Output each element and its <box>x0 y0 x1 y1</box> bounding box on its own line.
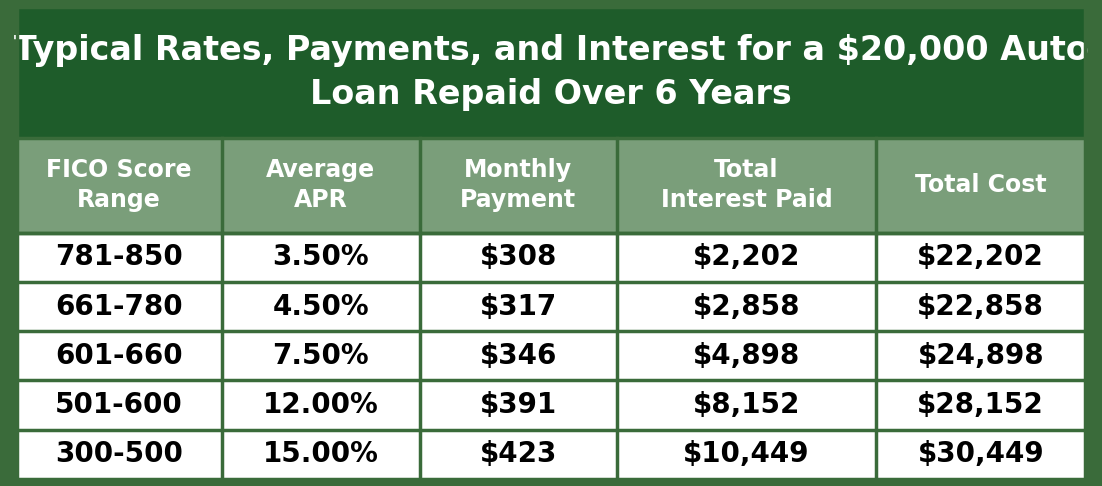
Bar <box>17 381 222 430</box>
Bar <box>420 233 617 282</box>
Bar <box>420 381 617 430</box>
Text: 7.50%: 7.50% <box>272 342 369 370</box>
Text: Total
Interest Paid: Total Interest Paid <box>661 158 832 212</box>
Text: 781-850: 781-850 <box>55 243 183 271</box>
Text: $24,898: $24,898 <box>917 342 1044 370</box>
Bar <box>617 282 876 331</box>
Bar <box>17 138 222 233</box>
Text: $2,202: $2,202 <box>693 243 800 271</box>
Text: 501-600: 501-600 <box>55 391 183 419</box>
Text: $317: $317 <box>479 293 557 321</box>
Bar <box>17 430 222 479</box>
Bar <box>17 331 222 381</box>
Text: Monthly
Payment: Monthly Payment <box>461 158 576 212</box>
Bar <box>617 381 876 430</box>
Text: $308: $308 <box>479 243 558 271</box>
Text: $4,898: $4,898 <box>693 342 800 370</box>
Bar <box>222 138 420 233</box>
Bar <box>876 282 1085 331</box>
Text: 601-660: 601-660 <box>55 342 183 370</box>
Bar <box>617 233 876 282</box>
Bar <box>876 381 1085 430</box>
Text: Total Cost: Total Cost <box>915 173 1047 197</box>
Text: Typical Rates, Payments, and Interest for a $20,000 Auto
Loan Repaid Over 6 Year: Typical Rates, Payments, and Interest fo… <box>13 34 1089 111</box>
Bar <box>222 282 420 331</box>
Bar <box>617 138 876 233</box>
Bar <box>17 233 222 282</box>
Bar <box>876 233 1085 282</box>
Bar <box>876 331 1085 381</box>
Bar <box>222 331 420 381</box>
Text: $423: $423 <box>479 440 558 468</box>
Text: $2,858: $2,858 <box>693 293 800 321</box>
Text: FICO Score
Range: FICO Score Range <box>46 158 192 212</box>
Text: 15.00%: 15.00% <box>262 440 379 468</box>
Text: $28,152: $28,152 <box>917 391 1044 419</box>
Text: $391: $391 <box>479 391 557 419</box>
Text: 661-780: 661-780 <box>55 293 183 321</box>
Text: $10,449: $10,449 <box>683 440 810 468</box>
Text: $22,202: $22,202 <box>917 243 1044 271</box>
Text: $30,449: $30,449 <box>917 440 1044 468</box>
Text: 300-500: 300-500 <box>55 440 183 468</box>
Bar <box>420 282 617 331</box>
Text: Average
APR: Average APR <box>266 158 375 212</box>
Bar <box>617 430 876 479</box>
Bar <box>420 138 617 233</box>
Bar <box>876 430 1085 479</box>
Text: $346: $346 <box>479 342 558 370</box>
Text: 12.00%: 12.00% <box>262 391 378 419</box>
Text: 3.50%: 3.50% <box>272 243 369 271</box>
Bar <box>617 331 876 381</box>
Bar <box>17 282 222 331</box>
Bar <box>876 138 1085 233</box>
Text: 4.50%: 4.50% <box>272 293 369 321</box>
Bar <box>420 331 617 381</box>
Bar <box>420 430 617 479</box>
Bar <box>222 430 420 479</box>
Text: $22,858: $22,858 <box>917 293 1045 321</box>
Text: $8,152: $8,152 <box>693 391 800 419</box>
Bar <box>17 7 1085 138</box>
Bar <box>222 233 420 282</box>
Bar <box>222 381 420 430</box>
